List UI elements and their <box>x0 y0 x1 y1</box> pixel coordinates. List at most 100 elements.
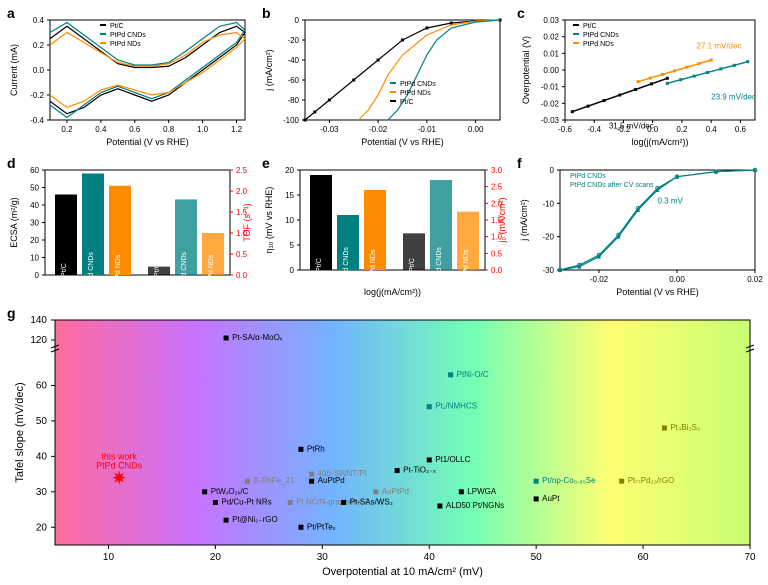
svg-text:0.2: 0.2 <box>33 41 45 50</box>
svg-text:Pt/C: Pt/C <box>154 263 161 277</box>
svg-text:Pt₁/NMHCS: Pt₁/NMHCS <box>435 402 477 411</box>
svg-text:0.02: 0.02 <box>543 33 559 42</box>
svg-text:3.0: 3.0 <box>491 166 503 175</box>
svg-text:PtWₓO₂ₓ/C: PtWₓO₂ₓ/C <box>211 487 249 496</box>
svg-text:Current (mA): Current (mA) <box>9 44 19 96</box>
svg-text:0.03: 0.03 <box>543 16 559 25</box>
panel-c: c -0.6-0.4-0.20.00.20.40.6-0.03-0.02-0.0… <box>515 5 765 150</box>
svg-text:140: 140 <box>30 315 47 326</box>
svg-text:LPWGA: LPWGA <box>467 487 497 496</box>
svg-text:2.0: 2.0 <box>236 187 248 196</box>
svg-text:Pt/C: Pt/C <box>583 23 597 30</box>
svg-text:0: 0 <box>295 16 300 25</box>
svg-text:0.00: 0.00 <box>543 66 559 75</box>
svg-text:0.0: 0.0 <box>491 266 503 275</box>
svg-text:20: 20 <box>285 166 294 175</box>
svg-text:20: 20 <box>36 522 48 533</box>
svg-text:0: 0 <box>35 271 40 280</box>
svg-text:-60: -60 <box>287 76 299 85</box>
svg-text:ALD50 Pt/NGNs: ALD50 Pt/NGNs <box>446 501 504 510</box>
svg-text:50: 50 <box>36 416 48 427</box>
svg-text:20: 20 <box>30 236 39 245</box>
panel-e: e 051015200.00.51.01.52.02.53.0η₁₀ (mV v… <box>260 155 510 300</box>
svg-text:Pt-SAs/WS₂: Pt-SAs/WS₂ <box>350 497 393 506</box>
svg-text:Tafel slope (mV/dec): Tafel slope (mV/dec) <box>14 382 26 482</box>
svg-text:PtRh: PtRh <box>307 444 325 453</box>
svg-text:-0.4: -0.4 <box>587 125 601 134</box>
svg-text:1.0: 1.0 <box>197 125 209 134</box>
svg-text:31.5 mV/dec: 31.5 mV/dec <box>609 122 654 131</box>
svg-text:Overpotential (V): Overpotential (V) <box>521 36 531 104</box>
svg-text:27.1 mV/dec: 27.1 mV/dec <box>697 41 742 50</box>
panel-g-label: g <box>7 305 16 321</box>
svg-text:60: 60 <box>36 380 48 391</box>
svg-text:PtPd NDs: PtPd NDs <box>208 254 215 285</box>
svg-text:j (mA/cm²): j (mA/cm²) <box>519 199 529 242</box>
svg-text:j (mA/cm²): j (mA/cm²) <box>264 49 274 92</box>
svg-text:Pt1/OLLC: Pt1/OLLC <box>435 455 470 464</box>
svg-text:PtPd CNDs: PtPd CNDs <box>400 81 436 88</box>
svg-text:0.00: 0.00 <box>669 275 685 284</box>
svg-text:B-RhFe_21: B-RhFe_21 <box>253 476 294 485</box>
panel-d-label: d <box>7 155 16 171</box>
svg-text:20: 20 <box>210 552 222 563</box>
svg-text:0.2: 0.2 <box>61 125 73 134</box>
svg-text:-0.01: -0.01 <box>541 83 560 92</box>
svg-text:PtPd NDs: PtPd NDs <box>400 90 431 97</box>
svg-text:5: 5 <box>290 241 295 250</box>
svg-text:0.6: 0.6 <box>129 125 141 134</box>
svg-text:0.2: 0.2 <box>676 125 688 134</box>
svg-text:-0.02: -0.02 <box>369 125 388 134</box>
svg-text:-0.03: -0.03 <box>541 116 560 125</box>
panel-a-chart: 0.20.40.60.81.01.2-0.4-0.20.00.20.4Poten… <box>5 5 255 150</box>
panel-d: d 01020304050600.00.51.01.52.02.5ECSA (m… <box>5 155 255 300</box>
svg-text:-20: -20 <box>542 233 554 242</box>
svg-text:0.5: 0.5 <box>236 250 248 259</box>
svg-text:30: 30 <box>30 219 39 228</box>
panel-f: f -0.020.000.02-30-20-100Potential (V vs… <box>515 155 765 300</box>
svg-text:Pt/C: Pt/C <box>316 258 323 272</box>
svg-text:PtNi-O/C: PtNi-O/C <box>457 370 489 379</box>
svg-text:TOF (s⁻¹): TOF (s⁻¹) <box>242 203 252 242</box>
svg-text:ECSA (m²/g): ECSA (m²/g) <box>9 197 19 248</box>
panel-d-chart: 01020304050600.00.51.01.52.02.5ECSA (m²/… <box>5 155 255 300</box>
svg-text:-0.2: -0.2 <box>30 91 44 100</box>
svg-text:-20: -20 <box>287 36 299 45</box>
svg-text:0.6: 0.6 <box>735 125 747 134</box>
svg-text:0.3 mV: 0.3 mV <box>658 196 684 205</box>
svg-text:40: 40 <box>424 552 436 563</box>
panel-a: a 0.20.40.60.81.01.2-0.4-0.20.00.20.4Pot… <box>5 5 255 150</box>
panel-g-chart: 102030405060702030405060120140Overpotent… <box>5 305 763 580</box>
panel-e-label: e <box>262 155 270 171</box>
panel-b: b -0.03-0.02-0.010.00-100-80-60-40-200Po… <box>260 5 510 150</box>
svg-text:Potential (V vs RHE): Potential (V vs RHE) <box>361 137 444 147</box>
svg-text:PtPd CNDs: PtPd CNDs <box>110 32 146 39</box>
svg-text:Potential (V vs RHE): Potential (V vs RHE) <box>616 287 699 297</box>
svg-text:-30: -30 <box>542 266 554 275</box>
svg-text:AuPtPd: AuPtPd <box>318 476 345 485</box>
svg-text:50: 50 <box>30 184 39 193</box>
svg-text:PtPd NDs: PtPd NDs <box>115 254 122 285</box>
svg-text:0.5: 0.5 <box>491 249 503 258</box>
svg-text:-0.02: -0.02 <box>590 275 609 284</box>
svg-text:-100: -100 <box>283 116 300 125</box>
svg-text:j₀ (mA/cm²): j₀ (mA/cm²) <box>497 197 507 243</box>
panel-a-label: a <box>7 5 15 21</box>
svg-text:-10: -10 <box>542 199 554 208</box>
panel-f-label: f <box>517 155 522 171</box>
svg-text:70: 70 <box>744 552 756 563</box>
svg-text:-80: -80 <box>287 96 299 105</box>
svg-text:Pt₇₇Pd₂₃/rGO: Pt₇₇Pd₂₃/rGO <box>628 476 675 485</box>
svg-text:0.8: 0.8 <box>163 125 175 134</box>
svg-text:0.00: 0.00 <box>468 125 484 134</box>
svg-text:60: 60 <box>30 166 39 175</box>
svg-text:-0.02: -0.02 <box>541 99 560 108</box>
panel-g: g 102030405060702030405060120140Overpote… <box>5 305 763 580</box>
svg-text:η₁₀ (mV vs RHE): η₁₀ (mV vs RHE) <box>264 187 274 254</box>
svg-text:Pt/C: Pt/C <box>110 23 124 30</box>
svg-text:30: 30 <box>36 487 48 498</box>
svg-text:10: 10 <box>285 216 294 225</box>
svg-text:Potential (V vs RHE): Potential (V vs RHE) <box>106 137 189 147</box>
svg-text:Pd/Cu-Pt NRs: Pd/Cu-Pt NRs <box>221 497 271 506</box>
svg-text:0.4: 0.4 <box>33 16 45 25</box>
